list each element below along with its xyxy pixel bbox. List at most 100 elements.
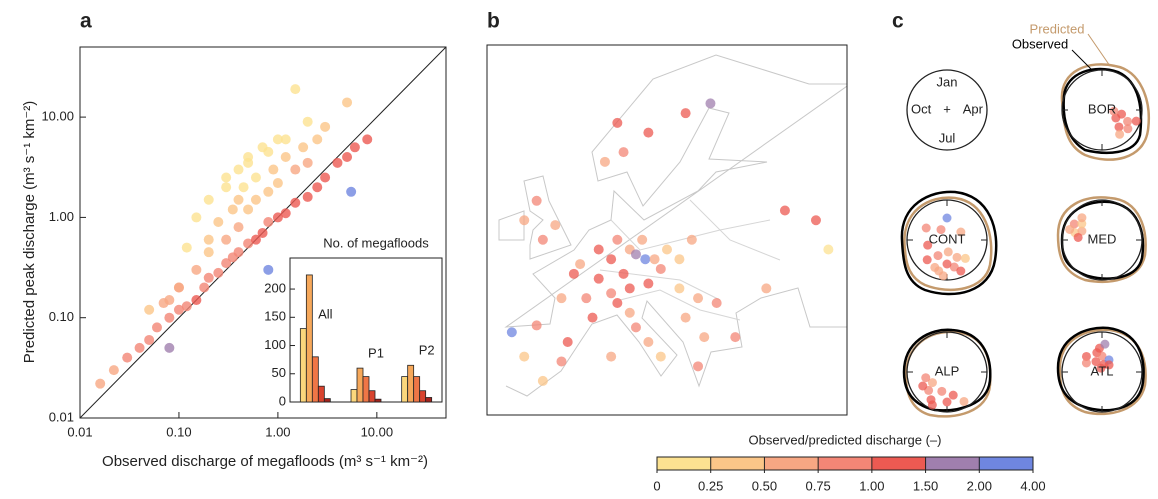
point — [312, 134, 323, 145]
event-point — [921, 373, 931, 383]
legend-leader — [1087, 33, 1111, 67]
point — [233, 164, 244, 175]
point — [243, 238, 254, 249]
colorbar-tick-label: 0.75 — [805, 478, 830, 493]
colorbar-tick-label: 2.00 — [967, 478, 992, 493]
map-point — [711, 298, 722, 309]
map-land — [498, 54, 847, 397]
point — [332, 157, 343, 168]
colorbar-swatch — [818, 457, 872, 470]
point — [151, 322, 162, 333]
legend-entry: Observed — [1012, 36, 1068, 51]
event-point — [959, 396, 969, 406]
event-point — [930, 262, 940, 272]
y-axis-label: Predicted peak discharge (m³ s⁻¹ km⁻²) — [21, 101, 38, 364]
map-point — [568, 268, 579, 279]
point — [181, 242, 192, 253]
event-point — [942, 259, 952, 269]
event-point — [942, 213, 952, 223]
point — [203, 247, 214, 258]
map-point — [593, 244, 604, 255]
colorbar-swatch — [710, 457, 765, 470]
map-point — [612, 298, 623, 309]
map-point — [519, 351, 530, 362]
map-point — [680, 108, 691, 119]
region-label: BOR — [1088, 101, 1116, 116]
map-point — [537, 375, 548, 386]
map-point — [693, 361, 704, 372]
region-label: CONT — [929, 231, 966, 246]
map-point — [581, 293, 592, 304]
map-points — [506, 98, 834, 386]
event-point — [1081, 358, 1091, 368]
point — [346, 186, 357, 197]
point — [233, 222, 244, 233]
map-point — [655, 351, 666, 362]
bar — [407, 364, 415, 403]
point — [173, 282, 184, 293]
map-point — [662, 244, 672, 255]
event-point — [1081, 351, 1091, 361]
inset-title: No. of megafloods — [323, 235, 429, 250]
bar — [368, 390, 376, 403]
map-point — [618, 147, 629, 158]
point — [320, 121, 331, 132]
event-point — [956, 266, 966, 276]
x-tick-label: 10.00 — [361, 424, 394, 439]
event-point — [1091, 357, 1101, 367]
point — [164, 342, 175, 353]
map-point — [531, 195, 542, 206]
y-tick-label: 150 — [264, 309, 286, 324]
bar — [350, 389, 358, 403]
point — [263, 264, 274, 275]
point — [191, 212, 202, 223]
y-tick-label: 50 — [272, 365, 286, 380]
point — [263, 186, 274, 197]
point — [349, 142, 360, 153]
map-point — [693, 293, 704, 304]
point — [144, 304, 155, 315]
point — [243, 157, 254, 168]
colorbar-tick-label: 0.50 — [752, 478, 777, 493]
category-label: All — [318, 306, 333, 321]
map-point — [624, 283, 635, 294]
x-tick-label: 0.01 — [67, 424, 92, 439]
point — [342, 152, 353, 163]
colorbar-tick-label: 1.50 — [913, 478, 938, 493]
category-label: P2 — [419, 343, 435, 358]
event-point — [937, 386, 947, 396]
point — [280, 134, 291, 145]
bar — [401, 376, 409, 403]
month-label: Apr — [963, 101, 984, 116]
point — [213, 216, 224, 227]
event-point — [1111, 113, 1121, 123]
point — [280, 208, 291, 219]
point — [320, 172, 331, 183]
point — [263, 216, 274, 227]
point — [158, 298, 169, 309]
point — [173, 304, 184, 315]
point — [263, 146, 274, 157]
point — [298, 142, 309, 153]
colorbar-swatch — [979, 457, 1033, 470]
map-point — [556, 293, 567, 304]
point — [250, 194, 261, 205]
event-point — [942, 397, 952, 407]
points — [80, 47, 446, 418]
event-point — [936, 225, 946, 235]
point — [95, 378, 106, 389]
bar — [311, 356, 319, 403]
event-point — [949, 262, 959, 272]
point — [203, 272, 214, 283]
point — [164, 312, 175, 323]
map-point — [699, 332, 710, 343]
map-point — [655, 263, 666, 274]
colorbar-swatch — [925, 457, 980, 470]
point — [122, 352, 133, 363]
point — [233, 247, 244, 258]
key-circle — [906, 69, 988, 151]
map-point — [643, 278, 654, 289]
event-point — [1115, 129, 1125, 139]
map-point — [705, 98, 716, 109]
